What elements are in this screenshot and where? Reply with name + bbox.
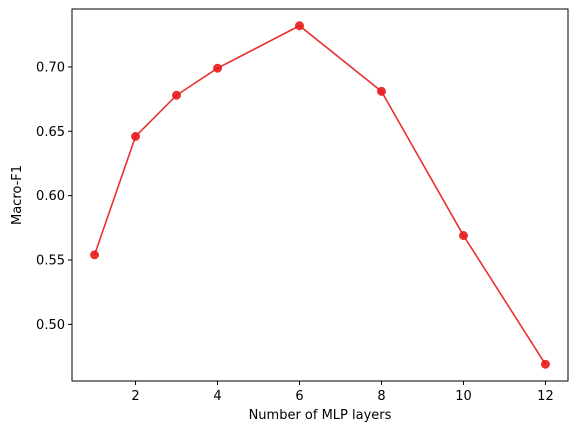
y-tick-label: 0.65 [36, 125, 65, 140]
x-tick-label: 12 [537, 389, 554, 404]
data-point [213, 64, 221, 72]
y-tick-label: 0.60 [36, 189, 65, 204]
data-point [131, 132, 139, 140]
data-point [541, 360, 549, 368]
y-tick-label: 0.70 [36, 60, 65, 75]
x-tick-label: 10 [455, 389, 472, 404]
x-tick-label: 8 [377, 389, 385, 404]
y-axis-label: Macro-F1 [10, 165, 25, 225]
data-point [90, 251, 98, 259]
y-axis-ticks: 0.50 0.55 0.60 0.65 0.70 [36, 60, 72, 332]
x-axis-ticks: 2 4 6 8 10 12 [131, 381, 553, 404]
y-tick-label: 0.50 [36, 318, 65, 333]
x-tick-label: 2 [131, 389, 139, 404]
data-point [459, 231, 467, 239]
data-point [377, 87, 385, 95]
x-tick-label: 6 [295, 389, 303, 404]
y-tick-label: 0.55 [36, 254, 65, 269]
x-tick-label: 4 [213, 389, 221, 404]
x-axis-label: Number of MLP layers [249, 408, 392, 423]
data-point [172, 91, 180, 99]
data-point [295, 22, 303, 30]
plot-area-background [72, 9, 568, 381]
